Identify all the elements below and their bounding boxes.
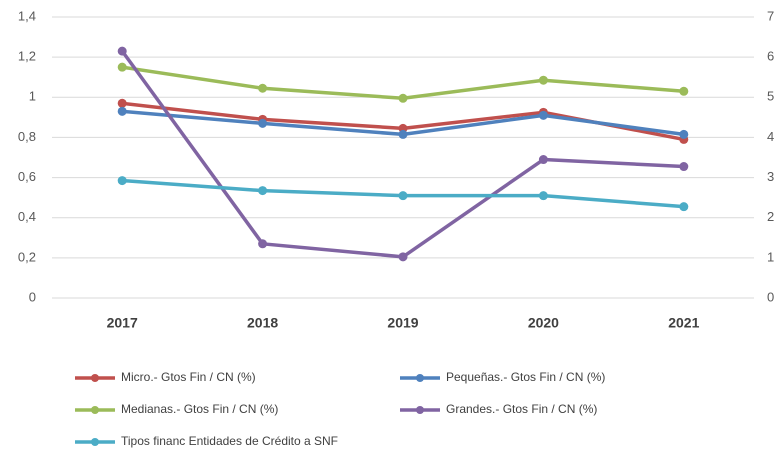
point [538, 110, 548, 120]
legend-label: Micro.- Gtos Fin / CN (%) [121, 370, 256, 384]
point [679, 202, 689, 212]
point [398, 93, 408, 103]
point [679, 162, 689, 172]
point [538, 191, 548, 201]
y2-tick-label: 1 [767, 249, 774, 264]
y2-tick-label: 7 [767, 8, 774, 23]
y2-tick-label: 5 [767, 89, 774, 104]
y-tick-label: 0,6 [18, 169, 36, 184]
legend-dot [91, 406, 99, 414]
x-tick-label: 2021 [668, 315, 699, 331]
point [258, 83, 268, 93]
y2-tick-label: 4 [767, 129, 774, 144]
point [679, 86, 689, 96]
series-line [121, 65, 684, 101]
x-tick-label: 2017 [107, 315, 138, 331]
series-line [120, 50, 684, 259]
point [258, 186, 268, 196]
point [398, 129, 408, 139]
y-tick-label: 1,2 [18, 49, 36, 64]
point [538, 155, 548, 165]
legend-label: Tipos financ Entidades de Crédito a SNF [121, 434, 338, 448]
legend-dot [91, 374, 99, 382]
y2-tick-label: 3 [767, 169, 774, 184]
point [398, 191, 408, 201]
y-tick-label: 1,4 [18, 8, 36, 23]
y-tick-label: 1 [29, 89, 36, 104]
y-tick-label: 0,4 [18, 209, 36, 224]
y-tick-label: 0,2 [18, 249, 36, 264]
y2-tick-label: 2 [767, 209, 774, 224]
point [117, 98, 127, 108]
x-tick-label: 2018 [247, 315, 278, 331]
legend-label: Pequeñas.- Gtos Fin / CN (%) [446, 370, 605, 384]
x-tick-label: 2020 [528, 315, 559, 331]
point [398, 252, 408, 262]
point [117, 62, 127, 72]
y-tick-label: 0 [29, 289, 36, 304]
legend-label: Grandes.- Gtos Fin / CN (%) [446, 402, 597, 416]
legend-dot [416, 374, 424, 382]
legend-label: Medianas.- Gtos Fin / CN (%) [121, 402, 278, 416]
point [117, 46, 127, 56]
x-tick-label: 2019 [387, 315, 418, 331]
point [258, 239, 268, 249]
y2-tick-label: 6 [767, 49, 774, 64]
legend-dot [416, 406, 424, 414]
legend-dot [91, 438, 99, 446]
point [679, 129, 689, 139]
y-tick-label: 0,8 [18, 129, 36, 144]
point [538, 75, 548, 85]
point [258, 118, 268, 128]
y2-tick-label: 0 [767, 289, 774, 304]
point [117, 106, 127, 116]
point [117, 176, 127, 186]
